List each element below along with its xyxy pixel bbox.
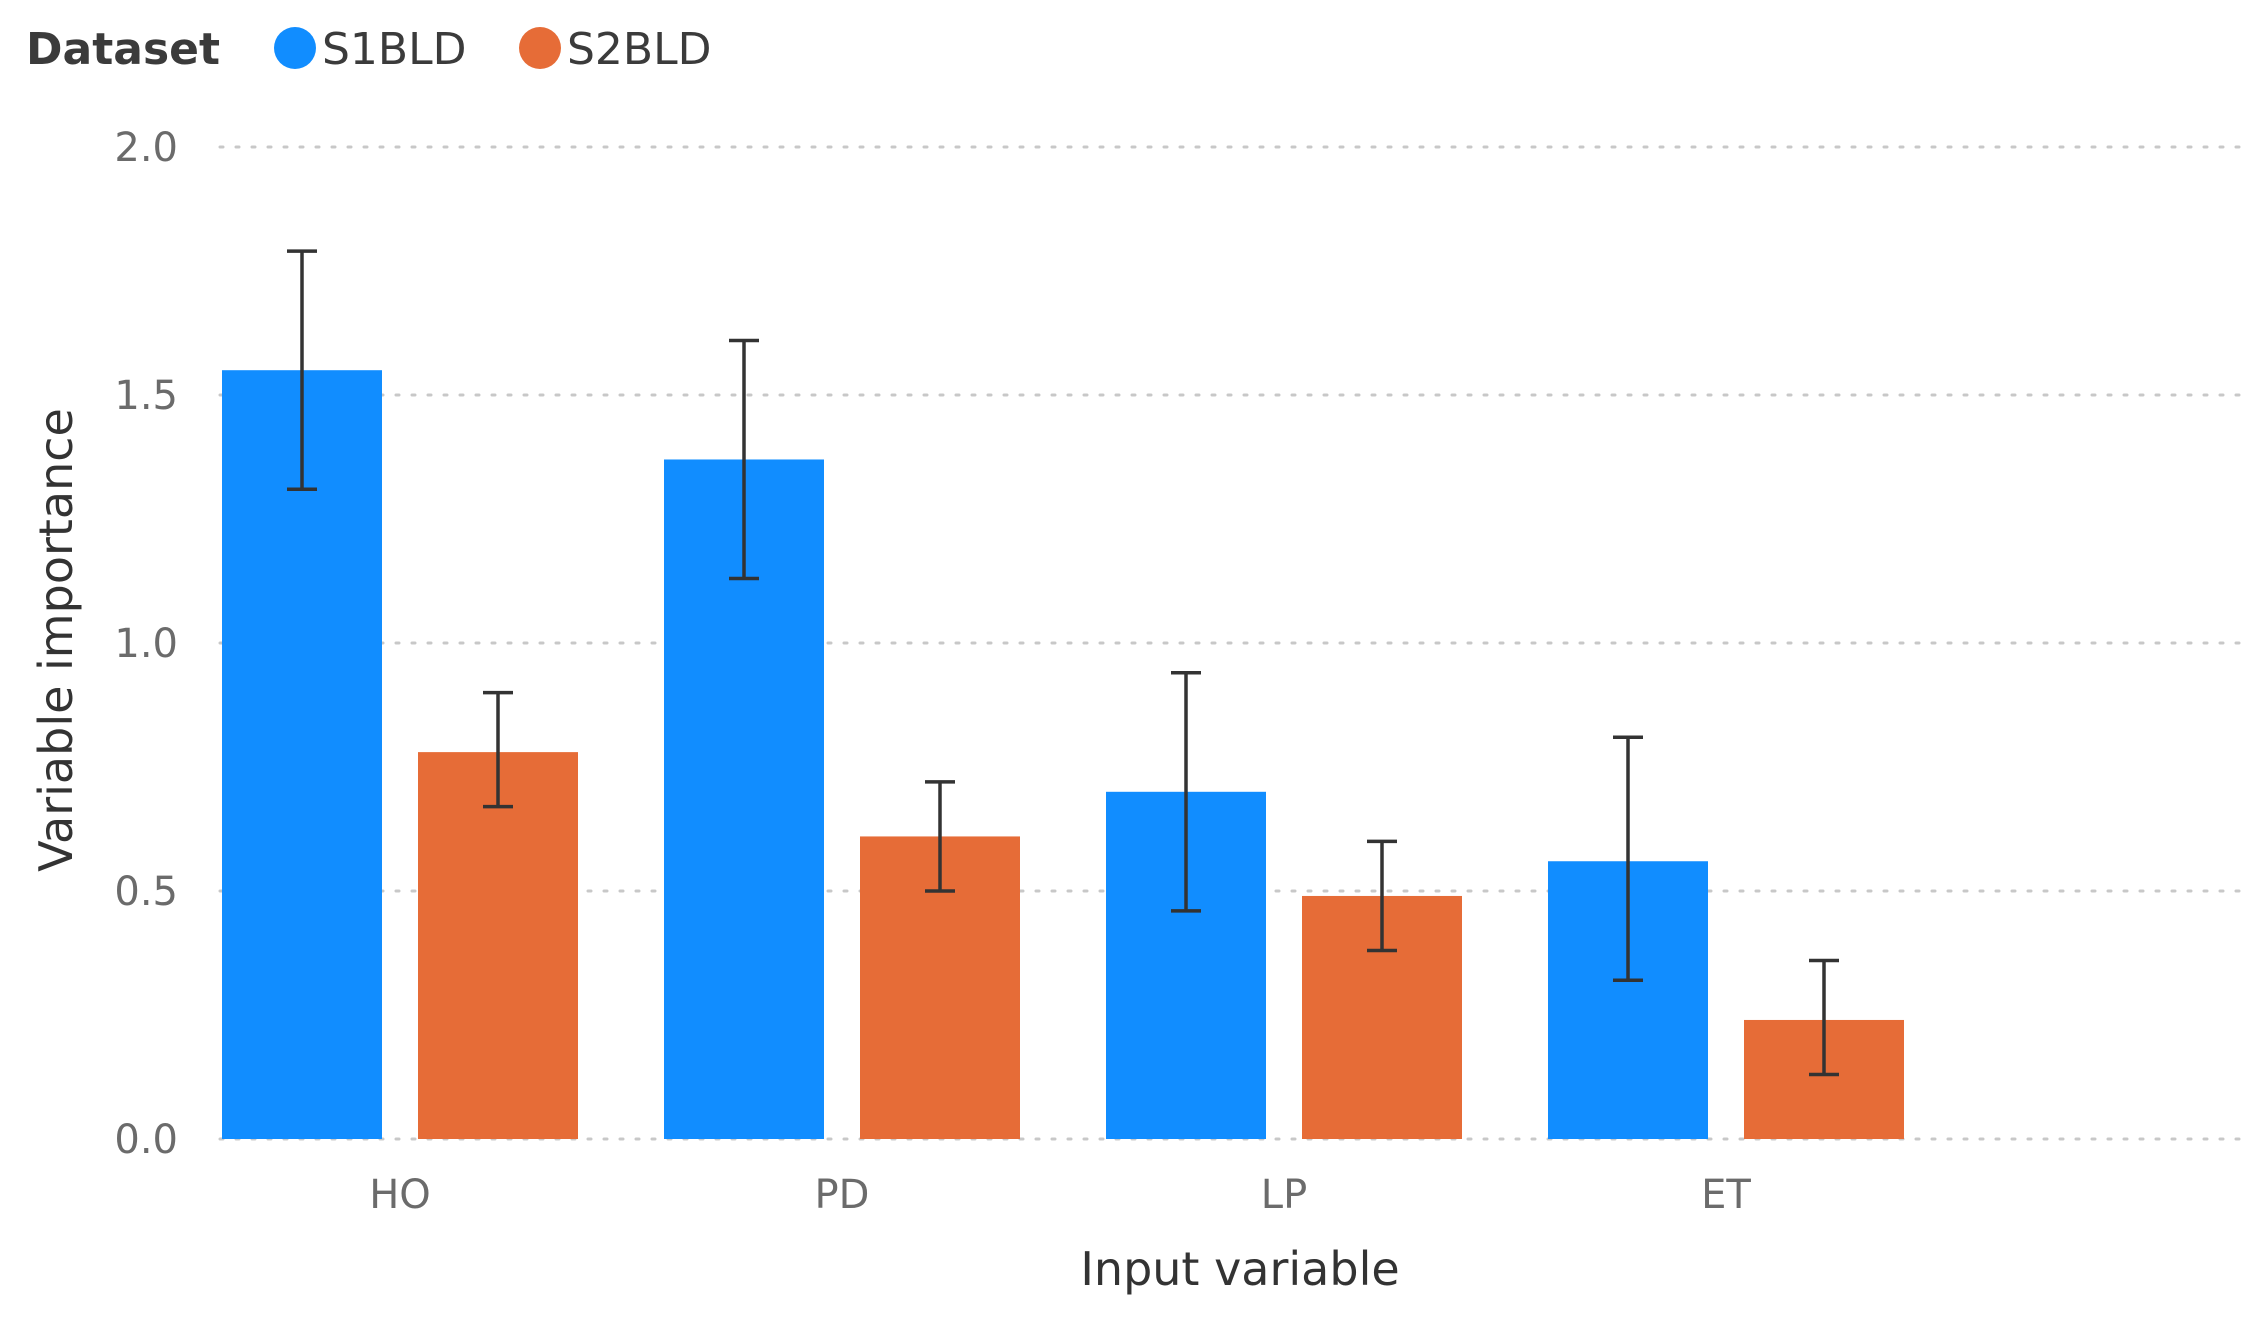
x-tick-label-et: ET [1701, 1172, 1751, 1218]
error-bar-s1bld-pd [729, 338, 759, 581]
bar-s1bld-ho [222, 370, 382, 1139]
legend-item-s1bld: S1BLD [274, 24, 467, 75]
error-bar-s1bld-et [1613, 735, 1643, 983]
x-tick-label-pd: PD [815, 1172, 870, 1218]
x-axis-title: Input variable [1080, 1242, 1399, 1296]
legend-label-s2bld: S2BLD [567, 24, 712, 75]
y-axis-title: Variable importance [29, 408, 83, 872]
legend: Dataset S1BLD S2BLD [26, 24, 712, 75]
error-bar-s2bld-lp [1367, 839, 1397, 953]
x-axis-ticks: HO PD LP ET [369, 1172, 1751, 1218]
legend-swatch-s2bld [519, 27, 561, 69]
y-axis-ticks: 0.0 0.5 1.0 1.5 2.0 [114, 125, 178, 1163]
error-bar-s2bld-pd [925, 780, 955, 893]
bar-s2bld-ho [418, 752, 578, 1139]
legend-label-s1bld: S1BLD [322, 24, 467, 75]
y-tick-label: 2.0 [114, 125, 178, 171]
x-tick-label-ho: HO [369, 1172, 431, 1218]
x-tick-label-lp: LP [1261, 1172, 1307, 1218]
y-tick-label: 1.0 [114, 621, 178, 667]
y-tick-label: 1.5 [114, 373, 178, 419]
bars [222, 370, 1904, 1140]
legend-item-s2bld: S2BLD [519, 24, 712, 75]
y-tick-label: 0.5 [114, 869, 178, 915]
error-bar-s2bld-et [1809, 958, 1839, 1077]
error-bars [287, 249, 1839, 1077]
error-bar-s1bld-lp [1171, 671, 1201, 913]
legend-swatch-s1bld [274, 27, 316, 69]
legend-title: Dataset [26, 24, 220, 75]
y-tick-label: 0.0 [114, 1117, 178, 1163]
error-bar-s2bld-ho [483, 690, 513, 809]
error-bar-s1bld-ho [287, 249, 317, 491]
